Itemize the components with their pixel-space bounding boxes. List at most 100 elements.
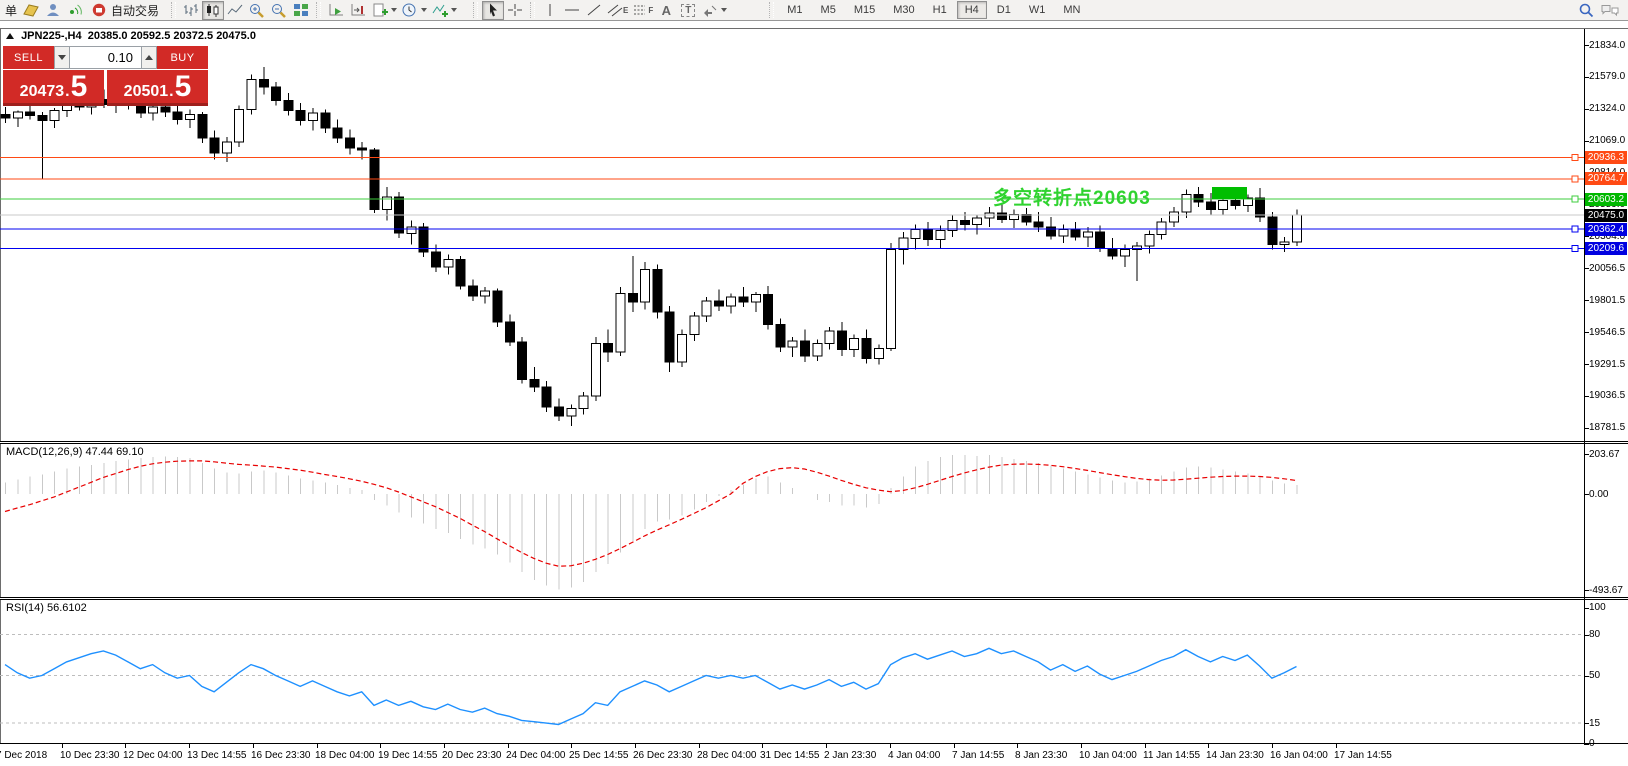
timeframe-button-d1[interactable]: D1 xyxy=(989,1,1019,19)
bar-chart-button[interactable] xyxy=(180,1,202,20)
price-line-label[interactable]: 20603.2 xyxy=(1585,192,1627,206)
rsi-axis-tick xyxy=(1584,608,1589,609)
macd-axis-label: -493.67 xyxy=(1589,585,1623,596)
channel-tool-button[interactable]: E xyxy=(605,1,630,20)
buy-price-display[interactable]: 20501. 5 xyxy=(107,70,208,106)
search-button[interactable] xyxy=(1576,1,1598,20)
toolbar: 单 自动交易 xyxy=(0,0,1628,21)
date-axis-tick xyxy=(826,744,827,748)
zoom-out-button[interactable] xyxy=(268,1,290,20)
rsi-indicator-pane[interactable] xyxy=(0,600,1584,743)
horizontal-line-tool-button[interactable] xyxy=(561,1,583,20)
market-watch-button[interactable] xyxy=(20,1,42,20)
volume-increase-button[interactable] xyxy=(141,46,157,69)
timeframe-button-m15[interactable]: M15 xyxy=(846,1,883,19)
timeframe-button-h1[interactable]: H1 xyxy=(925,1,955,19)
price-axis-tick xyxy=(1584,395,1589,397)
macd-indicator-pane[interactable] xyxy=(0,444,1584,597)
profile-button[interactable] xyxy=(42,1,64,20)
buy-price-main: 20501 xyxy=(123,83,169,100)
date-axis-label: 25 Dec 14:55 xyxy=(569,750,629,761)
pane-separator[interactable] xyxy=(0,597,1628,600)
macd-axis-label: 203.67 xyxy=(1589,449,1620,460)
buy-button[interactable]: BUY xyxy=(157,46,208,69)
autotrading-icon xyxy=(92,3,106,17)
date-axis-label: 31 Dec 14:55 xyxy=(760,750,820,761)
crosshair-tool-button[interactable] xyxy=(504,1,526,20)
date-axis-label: 10 Jan 04:00 xyxy=(1079,750,1137,761)
fibonacci-tool-button[interactable]: F xyxy=(630,1,655,20)
sell-button[interactable]: SELL xyxy=(3,46,54,69)
price-line-label[interactable]: 20936.3 xyxy=(1585,150,1627,164)
timeframe-button-w1[interactable]: W1 xyxy=(1021,1,1054,19)
macd-axis-tick xyxy=(1584,454,1589,455)
date-axis-tick xyxy=(571,744,572,748)
sell-price-display[interactable]: 20473. 5 xyxy=(3,70,104,106)
book-icon xyxy=(23,4,39,17)
rsi-value: 56.6102 xyxy=(46,602,87,614)
chart-annotation-text[interactable]: 多空转折点20603 xyxy=(993,188,1151,209)
arrows-tool-button[interactable] xyxy=(699,1,729,20)
timeframe-button-m1[interactable]: M1 xyxy=(779,1,810,19)
date-axis-tick xyxy=(1017,744,1018,748)
date-axis-tick xyxy=(317,744,318,748)
price-line-label[interactable]: 20362.4 xyxy=(1585,222,1627,236)
text-tool-button[interactable]: A xyxy=(655,1,677,20)
text-tool-icon: A xyxy=(661,2,671,18)
periods-button[interactable] xyxy=(399,1,429,20)
price-line-label[interactable]: 20475.0 xyxy=(1585,208,1627,222)
equidistant-channel-icon xyxy=(607,4,623,17)
trendline-tool-button[interactable] xyxy=(583,1,605,20)
date-axis-tick xyxy=(1081,744,1082,748)
timeframe-button-mn[interactable]: MN xyxy=(1055,1,1088,19)
timeframe-button-h4[interactable]: H4 xyxy=(956,1,987,19)
date-axis-tick xyxy=(1272,744,1273,748)
toolbar-separator xyxy=(530,2,536,18)
price-axis-label: 20304.0 xyxy=(1589,230,1626,242)
vertical-line-tool-button[interactable] xyxy=(539,1,561,20)
tile-windows-button[interactable] xyxy=(290,1,312,20)
volume-decrease-button[interactable] xyxy=(54,46,70,69)
indicators-button[interactable] xyxy=(429,1,459,20)
arrow-shapes-icon xyxy=(704,5,717,17)
zoom-in-button[interactable] xyxy=(246,1,268,20)
price-axis-tick xyxy=(1584,45,1589,46)
channel-subscript: E xyxy=(623,5,629,15)
date-axis[interactable]: 7 Dec 2018 10 Dec 23:30 12 Dec 04:00 13 Dec… xyxy=(0,743,1628,766)
candlestick-chart-button[interactable] xyxy=(202,0,225,20)
rsi-axis-label: 80 xyxy=(1589,629,1601,640)
date-axis-label: 8 Jan 23:30 xyxy=(1015,750,1068,761)
signal-button[interactable] xyxy=(64,1,86,20)
toolbar-separator xyxy=(171,2,177,18)
rsi-axis-tick xyxy=(1584,723,1589,724)
price-line-label[interactable]: 20209.6 xyxy=(1585,241,1627,255)
pane-separator[interactable] xyxy=(0,441,1628,444)
date-axis-label: 16 Dec 23:30 xyxy=(251,750,311,761)
cursor-tool-button[interactable] xyxy=(482,0,505,20)
text-label-icon: T xyxy=(681,3,696,17)
new-order-button[interactable]: 单 xyxy=(5,3,18,18)
rsi-axis-label: 50 xyxy=(1589,670,1601,681)
tile-windows-icon xyxy=(294,4,309,16)
timeframe-button-m5[interactable]: M5 xyxy=(813,1,844,19)
chart-shift-button[interactable] xyxy=(347,1,369,20)
price-line-label[interactable]: 20764.7 xyxy=(1585,172,1627,186)
text-label-tool-button[interactable]: T xyxy=(677,1,699,20)
autotrading-button[interactable]: 自动交易 xyxy=(86,1,167,20)
rsi-axis-tick xyxy=(1584,744,1589,745)
rsi-axis-label: 0 xyxy=(1589,738,1595,749)
candlestick-chart-icon xyxy=(207,4,219,17)
chat-button[interactable] xyxy=(1598,1,1622,20)
date-axis-label: 7 Dec 2018 xyxy=(0,750,48,761)
date-axis-label: 28 Dec 04:00 xyxy=(697,750,757,761)
candlestick-chart[interactable] xyxy=(0,29,1584,441)
auto-scroll-button[interactable] xyxy=(325,1,347,20)
templates-button[interactable] xyxy=(369,1,399,20)
timeframe-button-m30[interactable]: M30 xyxy=(885,1,922,19)
date-axis-tick xyxy=(125,744,126,748)
date-axis-label: 26 Dec 23:30 xyxy=(633,750,693,761)
date-axis-label: 20 Dec 23:30 xyxy=(442,750,502,761)
date-axis-label: 13 Dec 14:55 xyxy=(187,750,247,761)
volume-input[interactable]: 0.10 xyxy=(70,46,141,69)
line-chart-button[interactable] xyxy=(224,1,246,20)
